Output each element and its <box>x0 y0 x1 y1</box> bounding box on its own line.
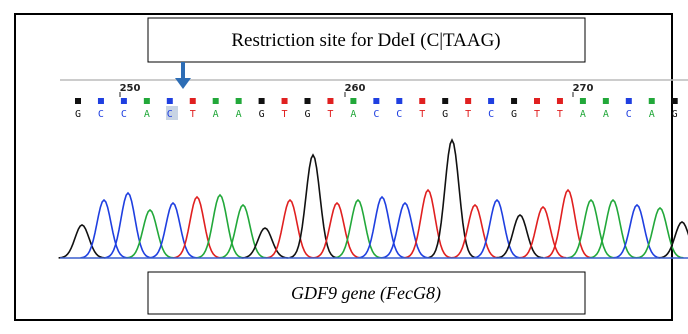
trace-peak <box>614 205 661 258</box>
base-letter: G <box>442 109 448 120</box>
base-marker <box>488 98 494 104</box>
base-marker <box>213 98 219 104</box>
base-letter: C <box>488 109 494 120</box>
base-letter: C <box>167 109 173 120</box>
trace-peak <box>267 200 314 258</box>
base-letter: T <box>557 109 563 120</box>
base-letter: A <box>236 109 242 120</box>
base-marker <box>649 98 655 104</box>
footer-label: GDF9 gene (FecG8) <box>291 283 441 304</box>
base-marker <box>672 98 678 104</box>
base-letter: C <box>373 109 379 120</box>
base-letter: C <box>98 109 104 120</box>
figure: Restriction site for DdeI (C|TAAG) GDF9 … <box>0 0 688 334</box>
base-marker <box>465 98 471 104</box>
base-marker <box>144 98 150 104</box>
base-letter: T <box>282 109 288 120</box>
trace-peak <box>429 140 476 258</box>
trace-peak <box>81 200 128 258</box>
base-letter: G <box>259 109 265 120</box>
trace-peak <box>335 200 382 258</box>
base-marker <box>282 98 288 104</box>
base-marker <box>350 98 356 104</box>
trace-peak <box>659 222 688 258</box>
base-letter: C <box>396 109 402 120</box>
base-marker <box>327 98 333 104</box>
base-marker <box>442 98 448 104</box>
base-letter: T <box>419 109 425 120</box>
position-number: 270 <box>573 83 594 94</box>
base-letter: A <box>580 109 586 120</box>
base-letter: A <box>350 109 356 120</box>
base-marker <box>121 98 127 104</box>
trace-peak <box>127 210 174 258</box>
arrow-head <box>175 78 191 89</box>
base-letter: T <box>190 109 196 120</box>
base-letter: A <box>144 109 150 120</box>
base-marker <box>75 98 81 104</box>
base-letter: T <box>534 109 540 120</box>
base-marker <box>534 98 540 104</box>
base-marker <box>98 98 104 104</box>
base-marker <box>167 98 173 104</box>
base-letter: G <box>304 109 310 120</box>
base-marker <box>259 98 265 104</box>
position-number: 260 <box>345 83 366 94</box>
base-marker <box>236 98 242 104</box>
base-marker <box>580 98 586 104</box>
base-marker <box>603 98 609 104</box>
base-letter: T <box>327 109 333 120</box>
trace-peak <box>290 155 337 258</box>
base-letter: G <box>75 109 81 120</box>
base-letter: C <box>626 109 632 120</box>
base-letter: A <box>603 109 609 120</box>
base-marker <box>373 98 379 104</box>
trace-peak <box>568 200 615 258</box>
trace-peak <box>220 205 267 258</box>
header-label: Restriction site for DdeI (C|TAAG) <box>231 30 500 51</box>
position-number: 250 <box>120 83 141 94</box>
trace-peak <box>59 225 106 258</box>
base-marker <box>190 98 196 104</box>
base-marker <box>626 98 632 104</box>
base-marker <box>557 98 563 104</box>
base-letter: G <box>511 109 517 120</box>
base-marker <box>396 98 402 104</box>
base-marker <box>511 98 517 104</box>
base-letter: A <box>649 109 655 120</box>
base-letter: C <box>121 109 127 120</box>
base-marker <box>419 98 425 104</box>
base-letter: A <box>213 109 219 120</box>
base-letter: G <box>672 109 678 120</box>
chromatogram <box>59 140 688 258</box>
base-letter: T <box>465 109 471 120</box>
base-marker <box>305 98 311 104</box>
